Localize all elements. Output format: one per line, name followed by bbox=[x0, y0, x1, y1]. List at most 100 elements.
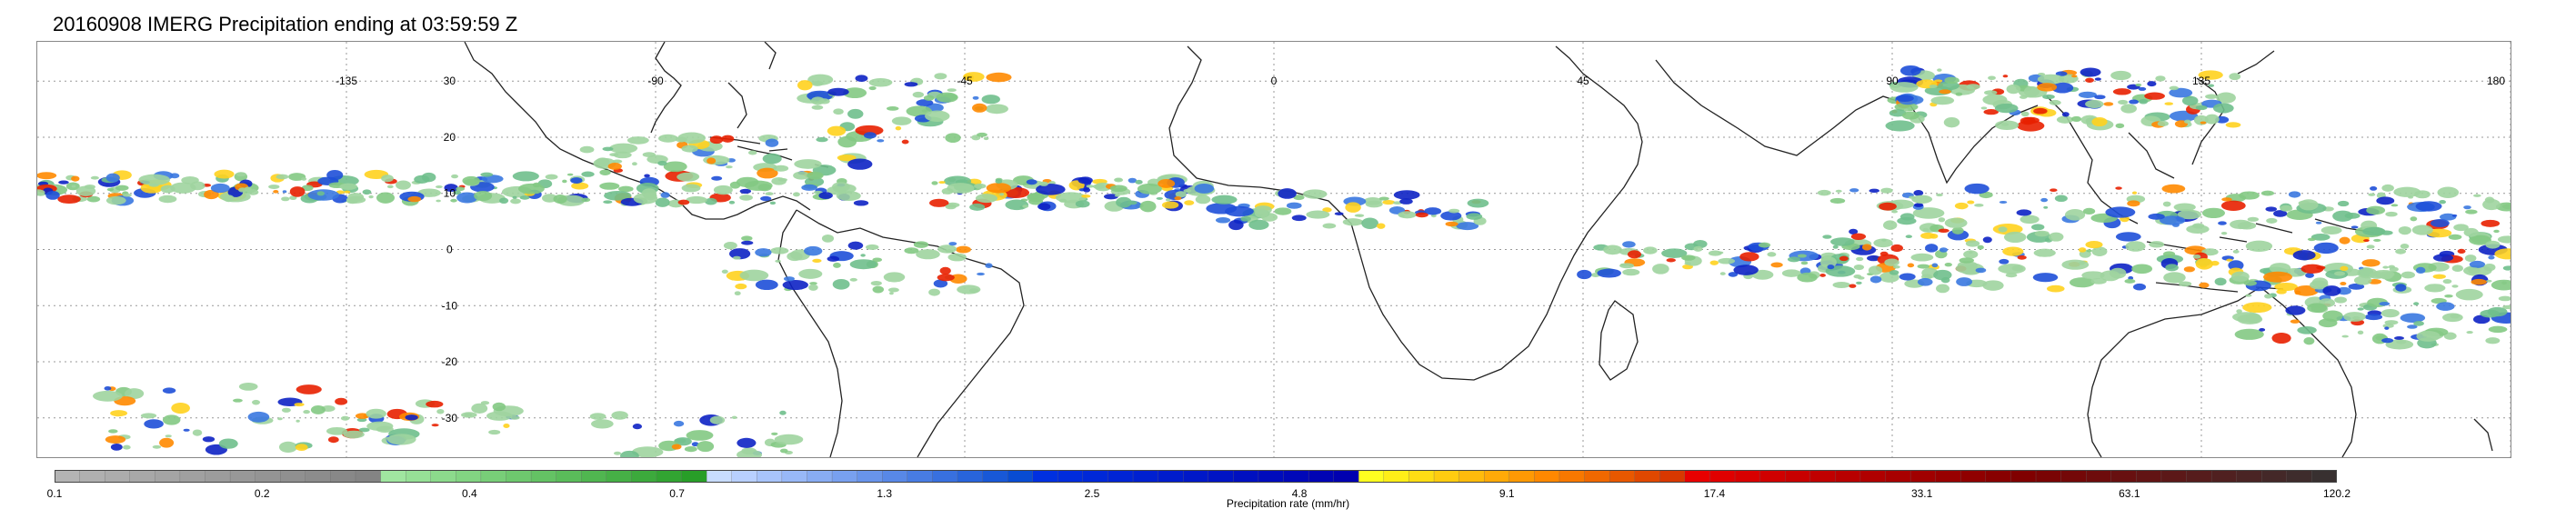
colorbar-tick-label: 9.1 bbox=[1498, 487, 1515, 500]
colorbar-swatch bbox=[179, 470, 206, 483]
precip-cell bbox=[2357, 330, 2364, 335]
colorbar-swatch bbox=[1208, 470, 1235, 483]
precip-cell bbox=[1086, 185, 1095, 188]
precip-cell bbox=[964, 74, 975, 81]
colorbar-swatch bbox=[129, 470, 155, 483]
precip-cell bbox=[1224, 205, 1254, 217]
precip-cell bbox=[1977, 245, 1984, 250]
precip-cell bbox=[739, 195, 753, 201]
precip-cell bbox=[366, 408, 386, 419]
precip-cell bbox=[938, 181, 946, 185]
precip-cell bbox=[595, 157, 610, 167]
precip-cell bbox=[1399, 198, 1413, 205]
precip-cell bbox=[1183, 188, 1192, 193]
precip-cell bbox=[827, 87, 849, 96]
precip-cell bbox=[2300, 264, 2324, 274]
precip-cell bbox=[925, 110, 950, 123]
precip-cell bbox=[783, 276, 795, 282]
precip-cell bbox=[2366, 245, 2375, 249]
precip-cell bbox=[2340, 282, 2347, 286]
precip-cell bbox=[2380, 230, 2393, 235]
colorbar-swatch bbox=[781, 470, 808, 483]
colorbar-tick-label: 63.1 bbox=[2119, 487, 2140, 500]
precip-cell bbox=[827, 185, 847, 195]
precip-cell bbox=[183, 428, 190, 432]
precip-cell bbox=[1036, 184, 1066, 195]
precip-cell bbox=[2195, 105, 2208, 111]
precip-cell bbox=[344, 190, 351, 194]
precip-cell bbox=[2307, 237, 2316, 242]
precip-cell bbox=[246, 189, 259, 195]
precip-cell bbox=[2247, 216, 2260, 222]
precip-cell bbox=[2132, 191, 2138, 195]
precip-cell bbox=[1959, 257, 1974, 264]
precip-cell bbox=[2120, 104, 2137, 114]
colorbar-tick-label: 0.7 bbox=[669, 487, 685, 500]
precip-cell bbox=[2442, 278, 2452, 284]
precip-cell bbox=[1931, 263, 1939, 268]
precip-cell bbox=[2192, 223, 2205, 229]
precip-cell bbox=[632, 162, 637, 166]
precip-cell bbox=[1998, 226, 2008, 233]
precip-cell bbox=[660, 192, 670, 198]
precip-cell bbox=[775, 259, 781, 263]
precip-cell bbox=[1440, 211, 1462, 221]
precip-cell bbox=[268, 185, 280, 189]
precip-cell bbox=[376, 192, 396, 204]
precip-cell bbox=[2424, 284, 2446, 293]
precip-cell bbox=[1873, 238, 1893, 248]
colorbar-border bbox=[55, 470, 2337, 483]
precip-cell bbox=[779, 410, 787, 415]
precip-cell bbox=[2094, 77, 2101, 81]
precip-cell bbox=[2395, 284, 2407, 292]
precip-cell bbox=[1937, 68, 1942, 72]
longitude-label: -135 bbox=[336, 75, 357, 87]
precip-cell bbox=[1027, 192, 1045, 203]
precip-cell bbox=[2033, 107, 2048, 115]
colorbar-swatch bbox=[757, 470, 783, 483]
precip-cell bbox=[591, 419, 614, 429]
precip-cell bbox=[985, 263, 993, 268]
precip-cell bbox=[2148, 213, 2165, 220]
precip-cell bbox=[609, 143, 638, 154]
precip-cell bbox=[2465, 209, 2478, 215]
precip-cell bbox=[2078, 247, 2087, 253]
precip-cell bbox=[1867, 255, 1880, 262]
precip-cell bbox=[570, 177, 583, 185]
precip-cell bbox=[1005, 199, 1029, 211]
precip-cell bbox=[599, 169, 611, 175]
precip-cell bbox=[1693, 245, 1703, 252]
precip-cell bbox=[2157, 120, 2169, 127]
precip-cell bbox=[2414, 190, 2431, 199]
precip-cell bbox=[2082, 207, 2096, 215]
precip-cell bbox=[1849, 284, 1857, 288]
australia-coast bbox=[2087, 286, 2357, 457]
precip-cell bbox=[301, 185, 314, 192]
precip-cell bbox=[2115, 123, 2125, 129]
precip-cell bbox=[461, 412, 477, 418]
precip-cell bbox=[1109, 185, 1128, 193]
precip-cell bbox=[1466, 213, 1483, 220]
precip-cell bbox=[847, 241, 864, 250]
precip-cell bbox=[1228, 220, 1244, 231]
precip-cell bbox=[2017, 255, 2027, 260]
precip-cell bbox=[956, 245, 971, 254]
precip-cell bbox=[106, 187, 115, 192]
precip-cell bbox=[2343, 312, 2366, 322]
precip-cell bbox=[731, 415, 737, 420]
precip-cell bbox=[2125, 241, 2146, 252]
precip-cell bbox=[2407, 324, 2418, 329]
precip-cell bbox=[1917, 264, 1930, 269]
precip-cell bbox=[562, 179, 567, 184]
precip-cell bbox=[977, 272, 985, 276]
precip-cell bbox=[2486, 279, 2492, 283]
precip-cell bbox=[2162, 201, 2171, 207]
precip-cell bbox=[675, 136, 687, 143]
precip-cell bbox=[855, 125, 884, 136]
colorbar-swatch bbox=[2060, 470, 2087, 483]
precip-cell bbox=[2033, 248, 2056, 257]
precip-cell bbox=[1832, 245, 1839, 249]
precip-cell bbox=[657, 160, 667, 166]
precip-cell bbox=[214, 169, 235, 179]
precip-cell bbox=[2204, 114, 2220, 125]
